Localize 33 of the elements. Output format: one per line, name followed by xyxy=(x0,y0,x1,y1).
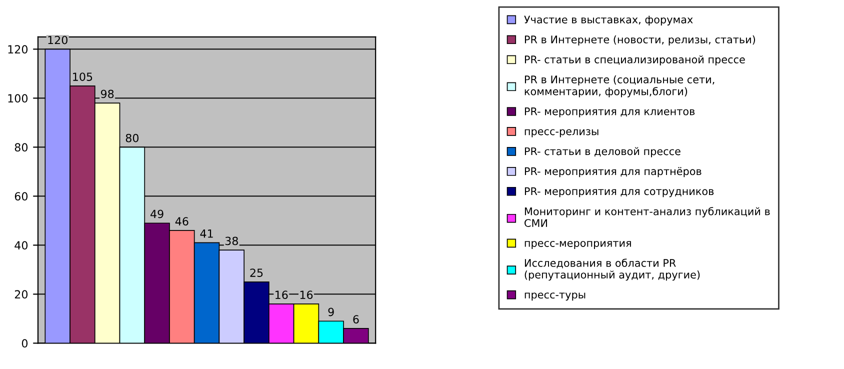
data-label: 120 xyxy=(48,36,68,44)
data-label: 38 xyxy=(225,236,238,246)
legend-label: PR в Интернете (новости, релизы, статьи) xyxy=(524,35,756,46)
legend-label: PR- мероприятия для партнёров xyxy=(524,167,702,178)
legend-label: PR- мероприятия для клиентов xyxy=(524,107,695,118)
data-label: 80 xyxy=(126,134,139,142)
legend-label: пресс-туры xyxy=(524,292,586,301)
data-label: 16 xyxy=(276,290,288,300)
data-label: 41 xyxy=(200,230,213,238)
legend-label: Участие в выставках, форумах xyxy=(524,16,693,26)
data-label: 9 xyxy=(328,308,334,316)
legend-label: PR в Интернете (социальные сети, комментарии, форумы,блоги) xyxy=(524,75,714,98)
legend-label: Исследования в области PR (репутационный аудит, другие) xyxy=(524,258,700,281)
legend-label: пресс-мероприятия xyxy=(524,240,631,249)
legend-label: PR- мероприятия для сотрудников xyxy=(524,187,714,198)
data-label: 105 xyxy=(73,72,92,81)
y-tick-label: 0 xyxy=(22,339,28,348)
data-label: 16 xyxy=(300,290,313,300)
legend-label: PR- статьи в деловой прессе xyxy=(524,147,680,158)
legend-label: PR- статьи в специализированой прессе xyxy=(524,55,745,66)
data-label: 6 xyxy=(353,315,359,324)
y-tick-label: 120 xyxy=(8,45,28,54)
data-label: 25 xyxy=(250,268,263,277)
y-tick-label: 80 xyxy=(14,143,28,152)
data-label: 46 xyxy=(175,217,188,226)
y-tick-label: 40 xyxy=(14,241,28,250)
data-label: 98 xyxy=(100,90,114,98)
legend-label: Мониторинг и контент-анализ публикаций в СМИ xyxy=(524,207,770,227)
y-tick-label: 100 xyxy=(8,94,28,103)
data-label: 49 xyxy=(150,210,164,218)
legend-label: пресс-релизы xyxy=(524,129,598,138)
y-tick-label: 60 xyxy=(14,192,28,201)
y-tick-label: 20 xyxy=(14,290,28,299)
